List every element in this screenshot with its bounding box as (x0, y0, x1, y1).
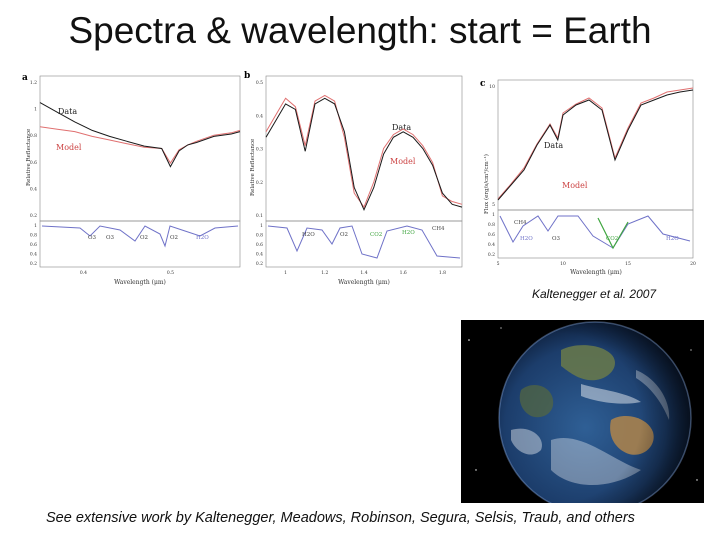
panel-b-xtick-label: 1.4 (360, 270, 367, 276)
panel-c-data-line (497, 89, 694, 201)
panel-c-xtick-label: 20 (690, 261, 696, 267)
citation: Kaltenegger et al. 2007 (532, 287, 657, 301)
panel-a-xtick-label: 0.4 (80, 270, 87, 276)
panel-b-yticks: 0.5 0.4 0.3 0.2 0.1 (256, 80, 263, 219)
panel-a-ytick-label: 0.2 (30, 213, 37, 219)
panel-c-data-label: Data (544, 141, 563, 150)
panel-b-sub-ytick-label: 0.2 (256, 261, 263, 267)
panel-c-xticks: 5 10 15 20 (497, 261, 696, 267)
panel-b-sub-label-0: H2O (302, 232, 315, 238)
panel-b-xtick-label: 1.2 (321, 270, 328, 276)
panel-c-xlabel: Wavelength (μm) (570, 269, 622, 276)
panel-a-xlabel: Wavelength (μm) (114, 279, 166, 286)
panel-a-model-label: Model (56, 143, 82, 152)
panel-a-ytick-label: 1 (34, 107, 37, 113)
panel-b-sub-label-1: O2 (340, 232, 348, 238)
panel-a-ylabel: Relative Reflectance (26, 129, 32, 186)
panel-b-model-label: Model (390, 157, 416, 166)
panel-a-letter: a (22, 73, 28, 83)
panel-a-ytick-label: 1.2 (30, 80, 37, 86)
panel-a-sub-label-2: O2 (140, 235, 148, 241)
panel-a-data-label: Data (58, 107, 77, 116)
panel-b-xlabel: Wavelength (μm) (338, 279, 390, 286)
panel-c-model-label: Model (562, 181, 588, 190)
panel-b-ytick-label: 0.1 (256, 213, 263, 219)
panel-b-ytick-label: 0.2 (256, 180, 263, 186)
panel-b-xtick-label: 1.8 (439, 270, 446, 276)
panel-b-ytick-label: 0.3 (256, 147, 263, 153)
panel-a-sub-ytick-label: 0.6 (30, 242, 37, 248)
panel-c-yticks: 10 5 (489, 84, 495, 208)
panel-b-sub-ytick-label: 0.8 (256, 233, 263, 239)
panel-c: c Flux (erg/s/cm²/cm⁻¹) 10 5 1 0.8 0.6 0.4 0.… (480, 79, 696, 276)
panel-b-ytick-label: 0.4 (256, 113, 263, 119)
panel-a-yticks: 1.2 1 0.8 0.6 0.4 0.2 (30, 80, 37, 219)
panel-c-xtick-label: 10 (560, 261, 566, 267)
panel-a-ytick-label: 0.4 (30, 186, 37, 192)
panel-b-ytick-label: 0.5 (256, 80, 263, 86)
panel-c-sub-ytick-label: 0.6 (488, 232, 495, 238)
panel-c-sub-ytick-label: 0.8 (488, 222, 495, 228)
panel-c-ytick-label: 10 (489, 84, 495, 90)
panel-b-data-label: Data (392, 123, 411, 132)
panel-a-ytick-label: 0.6 (30, 160, 37, 166)
panel-a-ytick-label: 0.8 (30, 133, 37, 139)
footer-note: See extensive work by Kaltenegger, Meado… (46, 510, 635, 526)
panel-c-xtick-label: 5 (497, 261, 500, 267)
panel-b-xtick-label: 1.6 (400, 270, 407, 276)
panel-c-ylabel: Flux (erg/s/cm²/cm⁻¹) (483, 154, 490, 214)
panel-b-xtick-label: 1 (284, 270, 287, 276)
panel-a-sub-label-4: H2O (196, 235, 209, 241)
earth-globe-icon (468, 321, 698, 503)
panel-c-xtick-label: 15 (625, 261, 631, 267)
panel-b-letter: b (244, 71, 250, 81)
slide-title: Spectra & wavelength: start = Earth (68, 10, 652, 51)
panel-a-sub-label-3: O2 (170, 235, 178, 241)
panel-b-sub-ytick-label: 0.4 (256, 252, 263, 258)
panel-c-sub-ytick-label: 0.2 (488, 252, 495, 258)
panel-a-sub-ytick-label: 0.4 (30, 252, 37, 258)
panel-b-sub-yticks: 1 0.8 0.6 0.4 0.2 (256, 223, 263, 267)
panel-b-sub-ytick-label: 1 (260, 223, 263, 229)
panel-c-ytick-label: 5 (492, 202, 495, 208)
panel-a-sub-ytick-label: 0.2 (30, 261, 37, 267)
panel-b: b Relative Reflectance 0.5 0.4 0.3 0.2 0.1 1… (244, 71, 463, 286)
panel-a-sub-label-1: O3 (106, 235, 115, 241)
panel-a-sub-yticks: 1 0.8 0.6 0.4 0.2 (30, 223, 37, 267)
panel-c-sub-label-0: H2O (520, 236, 533, 242)
panel-c-sub-ytick-label: 1 (492, 212, 495, 218)
panel-a-sub-ytick-label: 0.8 (30, 233, 37, 239)
panel-c-ch4-label: CH4 (514, 220, 527, 226)
panel-b-xticks: 1 1.2 1.4 1.6 1.8 (284, 270, 446, 276)
panel-c-sub-ytick-label: 0.4 (488, 242, 495, 248)
panel-b-sub-label-2: CO2 (370, 232, 382, 238)
panel-a-data-line (39, 102, 241, 168)
panel-a-xtick-label: 0.5 (167, 270, 174, 276)
panel-a-sub-label-0: O3 (88, 235, 97, 241)
panel-c-sub-label-2: CO2 (606, 236, 618, 242)
panel-b-sub-label-3: H2O (402, 230, 415, 236)
panel-c-letter: c (480, 79, 486, 89)
panel-b-data-line (265, 97, 463, 212)
panel-b-sub-label-4: CH4 (432, 226, 445, 232)
panel-a-xticks: 0.4 0.5 (80, 270, 174, 276)
panel-c-model-line (497, 87, 694, 200)
panel-b-model-line (265, 94, 463, 209)
panel-c-sub-label-3: H2O (666, 236, 679, 242)
panel-a: a Relative Reflectance 1.210.80.60.40.2 … (22, 73, 241, 286)
spectra-figure: a Relative Reflectance 1.210.80.60.40.2 … (22, 71, 696, 286)
panel-b-ylabel: Relative Reflectance (250, 139, 256, 196)
earth-image (461, 320, 704, 503)
panel-b-sub-ytick-label: 0.6 (256, 242, 263, 248)
panel-c-sub-yticks: 1 0.8 0.6 0.4 0.2 (488, 212, 495, 258)
panel-a-sub-ytick-label: 1 (34, 223, 37, 229)
panel-c-sub-label-1: O3 (552, 236, 561, 242)
